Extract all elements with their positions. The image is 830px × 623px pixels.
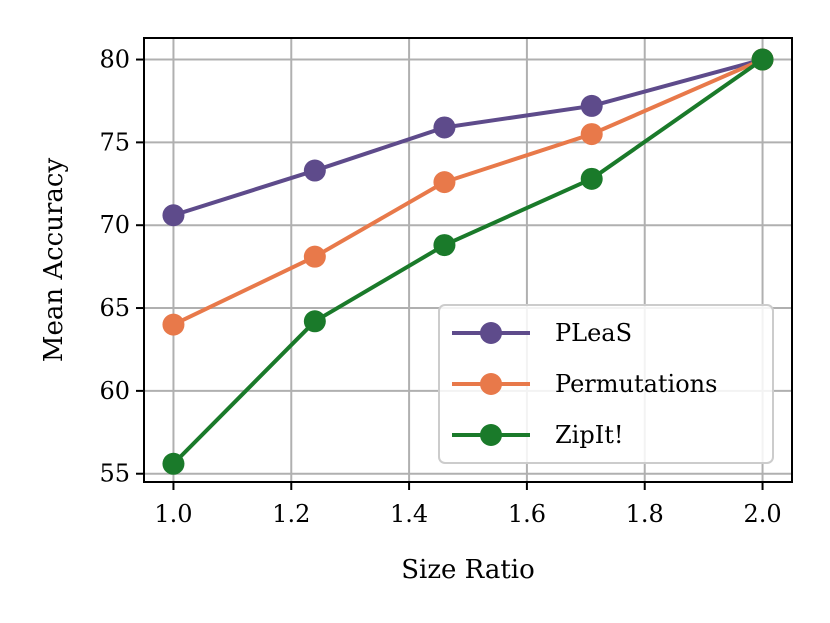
x-tick-label: 1.8 <box>626 500 664 528</box>
plot-frame <box>143 37 793 483</box>
y-tick-label: 70 <box>99 211 130 239</box>
data-point-zipit <box>303 310 326 333</box>
legend-item-pleas: PLeaS <box>452 319 632 347</box>
ticks: 1.0 1.2 1.4 1.6 1.8 2.0 55 60 65 70 75 80 <box>99 46 781 528</box>
legend-marker-permutations <box>480 373 502 395</box>
legend-label-pleas: PLeaS <box>555 319 632 347</box>
x-tick-label: 2.0 <box>743 500 781 528</box>
legend-label-zipit: ZipIt! <box>555 421 623 449</box>
legend-item-permutations: Permutations <box>452 370 717 398</box>
y-tick-label: 60 <box>99 377 130 405</box>
data-point-permutations <box>162 313 185 336</box>
data-point-permutations <box>580 123 603 146</box>
legend-marker-zipit <box>480 424 502 446</box>
x-tick-label: 1.0 <box>154 500 192 528</box>
x-tick-label: 1.4 <box>390 500 428 528</box>
series <box>162 48 774 475</box>
data-point-pleas <box>580 94 603 117</box>
data-point-pleas <box>162 204 185 227</box>
data-point-permutations <box>303 245 326 268</box>
data-point-zipit <box>751 48 774 71</box>
grid <box>144 38 792 482</box>
x-tick-label: 1.2 <box>272 500 310 528</box>
legend-item-zipit: ZipIt! <box>452 421 623 449</box>
y-tick-label: 55 <box>99 460 130 488</box>
data-point-pleas <box>433 116 456 139</box>
data-point-zipit <box>162 452 185 475</box>
y-tick-label: 75 <box>99 128 130 156</box>
x-tick-label: 1.6 <box>508 500 546 528</box>
data-point-zipit <box>433 234 456 257</box>
legend-label-permutations: Permutations <box>555 370 717 398</box>
y-tick-label: 80 <box>99 46 130 74</box>
y-tick-label: 65 <box>99 294 130 322</box>
y-axis-title: Mean Accuracy <box>39 158 69 363</box>
legend-box <box>438 304 774 464</box>
x-axis-title: Size Ratio <box>401 555 535 585</box>
series-zipit <box>162 48 774 475</box>
legend: PLeaS Permutations ZipIt! <box>438 304 774 464</box>
data-point-zipit <box>580 167 603 190</box>
data-point-pleas <box>303 159 326 182</box>
data-point-permutations <box>433 171 456 194</box>
legend-marker-pleas <box>480 322 502 344</box>
